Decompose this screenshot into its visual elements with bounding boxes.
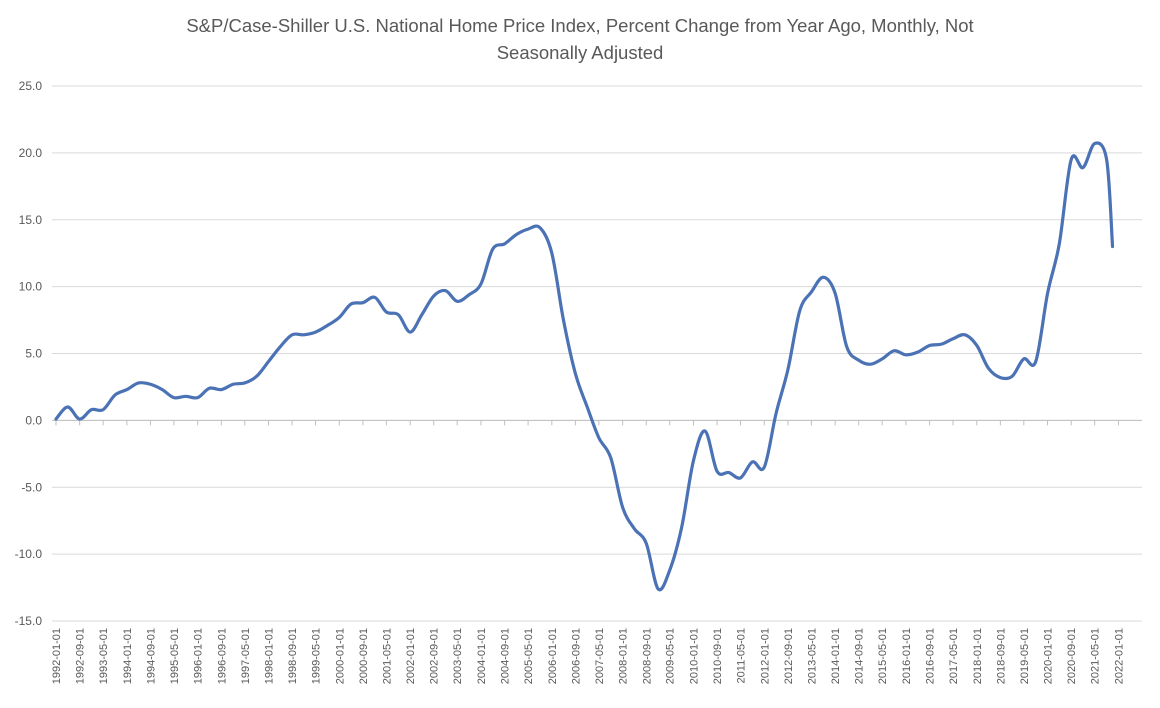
x-tick-label: 2008-09-01	[641, 628, 653, 684]
x-tick-label: 2004-01-01	[476, 628, 488, 684]
x-tick-label: 2012-09-01	[783, 628, 795, 684]
x-tick-label: 2012-01-01	[759, 628, 771, 684]
x-tick-label: 2020-01-01	[1043, 628, 1055, 684]
chart-title-line-1: S&P/Case-Shiller U.S. National Home Pric…	[186, 15, 974, 36]
x-axis-ticks: 1992-01-01 1992-09-01 1993-05-01 1994-01-01…	[51, 420, 1125, 684]
x-tick-label: 2000-09-01	[358, 628, 370, 684]
x-tick-label: 1992-09-01	[75, 628, 87, 684]
series-line	[54, 141, 1115, 592]
y-tick-label: -5.0	[21, 480, 42, 494]
series-group	[54, 141, 1115, 592]
x-tick-label: 2017-05-01	[948, 628, 960, 684]
x-tick-label: 2014-01-01	[830, 628, 842, 684]
x-tick-label: 1994-01-01	[122, 628, 134, 684]
x-tick-label: 1992-01-01	[51, 628, 63, 684]
y-tick-label: 20.0	[19, 146, 43, 160]
y-tick-label: 10.0	[19, 280, 43, 294]
x-tick-label: 2013-05-01	[806, 628, 818, 684]
x-tick-label: 2022-01-01	[1113, 628, 1125, 684]
x-tick-label: 2018-09-01	[995, 628, 1007, 684]
x-tick-label: 2004-09-01	[500, 628, 512, 684]
y-tick-label: 0.0	[25, 413, 42, 427]
y-tick-label: -15.0	[15, 614, 43, 628]
x-tick-label: 2006-01-01	[547, 628, 559, 684]
x-tick-label: 2016-09-01	[925, 628, 937, 684]
x-tick-label: 1997-05-01	[240, 628, 252, 684]
x-tick-label: 2009-05-01	[665, 628, 677, 684]
x-tick-label: 2015-05-01	[877, 628, 889, 684]
x-tick-label: 2011-05-01	[736, 628, 748, 683]
x-tick-label: 1993-05-01	[98, 628, 110, 684]
x-tick-label: 2008-01-01	[618, 628, 630, 684]
chart-title-line-2: Seasonally Adjusted	[496, 42, 664, 63]
x-tick-label: 2002-09-01	[429, 628, 441, 684]
y-tick-label: 25.0	[19, 79, 43, 93]
x-tick-label: 2000-01-01	[334, 628, 346, 684]
x-tick-label: 1995-05-01	[169, 628, 181, 684]
x-tick-label: 2002-01-01	[405, 628, 417, 684]
x-tick-label: 2021-05-01	[1090, 628, 1102, 684]
x-tick-label: 2016-01-01	[901, 628, 913, 684]
x-tick-label: 1994-09-01	[145, 628, 157, 684]
x-tick-label: 2007-05-01	[594, 628, 606, 684]
x-tick-label: 2010-09-01	[712, 628, 724, 684]
x-tick-label: 2001-05-01	[381, 628, 393, 684]
x-tick-label: 2003-05-01	[452, 628, 464, 684]
x-tick-label: 2019-05-01	[1019, 628, 1031, 684]
x-tick-label: 1998-09-01	[287, 628, 299, 684]
y-tick-label: -10.0	[15, 547, 43, 561]
x-tick-label: 2014-09-01	[854, 628, 866, 684]
x-tick-label: 1999-05-01	[311, 628, 323, 684]
chart-title: S&P/Case-Shiller U.S. National Home Pric…	[0, 12, 1160, 66]
x-tick-label: 2018-01-01	[972, 628, 984, 684]
x-tick-label: 2010-01-01	[688, 628, 700, 684]
y-tick-label: 5.0	[25, 347, 42, 361]
x-tick-label: 1998-01-01	[264, 628, 276, 684]
x-tick-label: 2005-05-01	[523, 628, 535, 684]
x-tick-label: 2020-09-01	[1066, 628, 1078, 684]
gridlines	[52, 85, 1142, 622]
y-tick-label: 15.0	[19, 213, 43, 227]
x-tick-label: 2006-09-01	[570, 628, 582, 684]
y-axis-ticks: 25.0 20.0 15.0 10.0 5.0 0.0 -5.0 -10.0 -15.0	[15, 79, 43, 628]
x-tick-label: 1996-09-01	[216, 628, 228, 684]
x-tick-label: 1996-01-01	[193, 628, 205, 684]
